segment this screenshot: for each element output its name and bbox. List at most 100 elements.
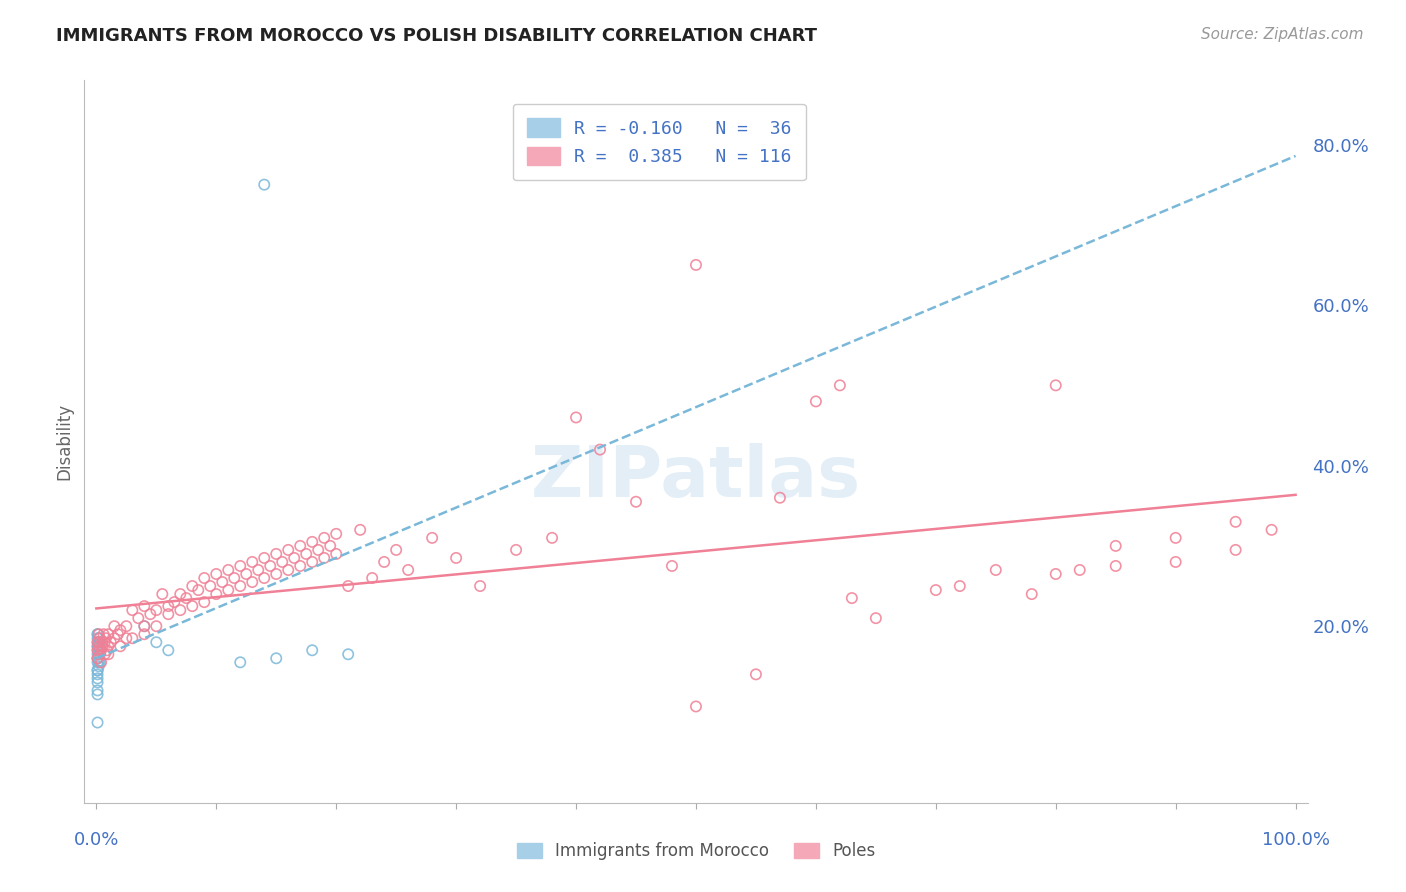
Point xyxy=(240,555,263,569)
Point xyxy=(769,491,792,505)
Point xyxy=(420,531,443,545)
Point xyxy=(157,607,180,621)
Point xyxy=(301,643,323,657)
Point xyxy=(163,595,186,609)
Point xyxy=(505,542,527,557)
Point xyxy=(565,410,588,425)
Point xyxy=(301,555,323,569)
Point xyxy=(319,539,342,553)
Point xyxy=(1164,555,1187,569)
Point xyxy=(1225,542,1247,557)
Point xyxy=(89,632,111,646)
Point xyxy=(86,643,108,657)
Text: Source: ZipAtlas.com: Source: ZipAtlas.com xyxy=(1201,27,1364,42)
Point xyxy=(205,587,228,601)
Point xyxy=(91,635,114,649)
Point xyxy=(541,531,564,545)
Point xyxy=(121,632,143,646)
Point xyxy=(86,655,108,669)
Point xyxy=(174,591,197,606)
Point xyxy=(169,603,191,617)
Point xyxy=(277,563,299,577)
Point xyxy=(86,648,108,662)
Text: ZIPatlas: ZIPatlas xyxy=(531,443,860,512)
Point xyxy=(87,639,110,653)
Point xyxy=(259,558,281,573)
Point xyxy=(86,635,108,649)
Point xyxy=(134,599,156,614)
Point xyxy=(307,542,329,557)
Point xyxy=(264,547,287,561)
Point xyxy=(94,632,117,646)
Point xyxy=(86,627,108,641)
Point xyxy=(86,635,108,649)
Point xyxy=(229,655,252,669)
Point xyxy=(444,551,467,566)
Point xyxy=(253,551,276,566)
Point xyxy=(841,591,863,606)
Point xyxy=(169,587,191,601)
Point xyxy=(1021,587,1043,601)
Point xyxy=(193,595,215,609)
Point xyxy=(200,579,222,593)
Point xyxy=(271,555,294,569)
Point xyxy=(1225,515,1247,529)
Point xyxy=(97,648,120,662)
Point xyxy=(87,655,110,669)
Point xyxy=(217,583,239,598)
Point xyxy=(96,643,118,657)
Point xyxy=(100,635,122,649)
Point xyxy=(804,394,827,409)
Point xyxy=(86,715,108,730)
Point xyxy=(468,579,491,593)
Point xyxy=(87,648,110,662)
Point xyxy=(134,619,156,633)
Point xyxy=(145,635,167,649)
Point xyxy=(240,574,263,589)
Point xyxy=(229,579,252,593)
Point xyxy=(86,664,108,678)
Point xyxy=(361,571,384,585)
Point xyxy=(253,571,276,585)
Point xyxy=(1164,531,1187,545)
Point xyxy=(325,547,347,561)
Point xyxy=(107,627,129,641)
Point xyxy=(89,643,111,657)
Point xyxy=(337,579,360,593)
Point xyxy=(685,699,707,714)
Point xyxy=(86,664,108,678)
Point xyxy=(925,583,948,598)
Point xyxy=(1105,558,1128,573)
Point xyxy=(1260,523,1282,537)
Text: IMMIGRANTS FROM MOROCCO VS POLISH DISABILITY CORRELATION CHART: IMMIGRANTS FROM MOROCCO VS POLISH DISABI… xyxy=(56,27,817,45)
Point xyxy=(89,635,111,649)
Point xyxy=(110,639,132,653)
Point xyxy=(150,587,173,601)
Point xyxy=(181,579,204,593)
Point xyxy=(127,611,149,625)
Point xyxy=(828,378,851,392)
Point xyxy=(253,178,276,192)
Legend: Immigrants from Morocco, Poles: Immigrants from Morocco, Poles xyxy=(510,836,882,867)
Point xyxy=(373,555,395,569)
Point xyxy=(1069,563,1091,577)
Point xyxy=(145,603,167,617)
Point xyxy=(661,558,683,573)
Point xyxy=(1105,539,1128,553)
Point xyxy=(93,635,117,649)
Point xyxy=(86,667,108,681)
Point xyxy=(97,639,120,653)
Point xyxy=(949,579,972,593)
Point xyxy=(325,526,347,541)
Point xyxy=(89,655,111,669)
Point xyxy=(87,627,110,641)
Text: 100.0%: 100.0% xyxy=(1261,831,1330,849)
Point xyxy=(589,442,612,457)
Point xyxy=(314,531,336,545)
Point xyxy=(115,632,138,646)
Text: 0.0%: 0.0% xyxy=(73,831,120,849)
Point xyxy=(134,627,156,641)
Point xyxy=(86,639,108,653)
Point xyxy=(264,651,287,665)
Point xyxy=(224,571,246,585)
